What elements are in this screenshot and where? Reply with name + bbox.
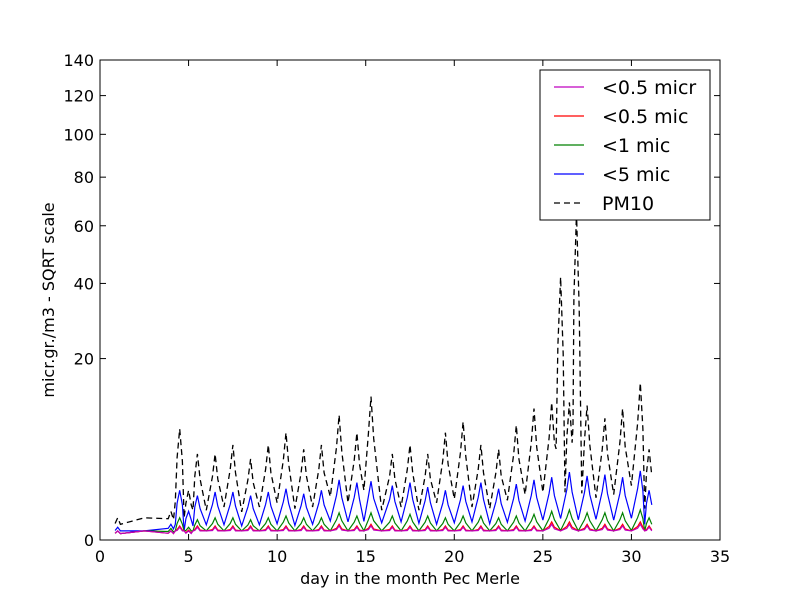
- y-tick-label: 80: [74, 168, 94, 187]
- x-tick-label: 10: [267, 547, 287, 566]
- x-tick-label: 0: [95, 547, 105, 566]
- x-tick-label: 30: [621, 547, 641, 566]
- series-line-3: [114, 470, 653, 532]
- legend-label: PM10: [602, 193, 654, 215]
- legend-label: <0.5 micr: [602, 77, 696, 99]
- x-tick-label: 5: [183, 547, 193, 566]
- y-axis-label: micr.gr./m3 - SQRT scale: [39, 202, 58, 397]
- x-axis: 0 5 10 15 20 25 30 35: [95, 60, 730, 566]
- y-tick-label: 140: [63, 51, 94, 70]
- legend: <0.5 micr <0.5 mic <1 mic <5 mic PM10: [539, 69, 711, 221]
- series-layer: [114, 212, 653, 535]
- x-tick-label: 20: [444, 547, 464, 566]
- y-tick-label: 0: [84, 531, 94, 550]
- legend-label: <1 mic: [602, 135, 670, 157]
- x-tick-label: 15: [356, 547, 376, 566]
- y-tick-label: 120: [63, 87, 94, 106]
- series-line-1: [114, 520, 653, 535]
- x-tick-label: 35: [710, 547, 730, 566]
- legend-label: <5 mic: [602, 164, 670, 186]
- y-axis: 0 20 40 60 80 100 120 140: [63, 51, 720, 550]
- y-tick-label: 60: [74, 217, 94, 236]
- legend-label: <0.5 mic: [602, 106, 688, 128]
- y-tick-label: 100: [63, 125, 94, 144]
- y-tick-label: 40: [74, 274, 94, 293]
- y-tick-label: 20: [74, 350, 94, 369]
- series-line-0: [114, 523, 653, 535]
- series-line-4: [114, 212, 653, 526]
- x-tick-label: 25: [533, 547, 553, 566]
- series-line-2: [114, 507, 653, 535]
- plot-frame: [99, 59, 721, 541]
- x-axis-label: day in the month Pec Merle: [300, 569, 520, 588]
